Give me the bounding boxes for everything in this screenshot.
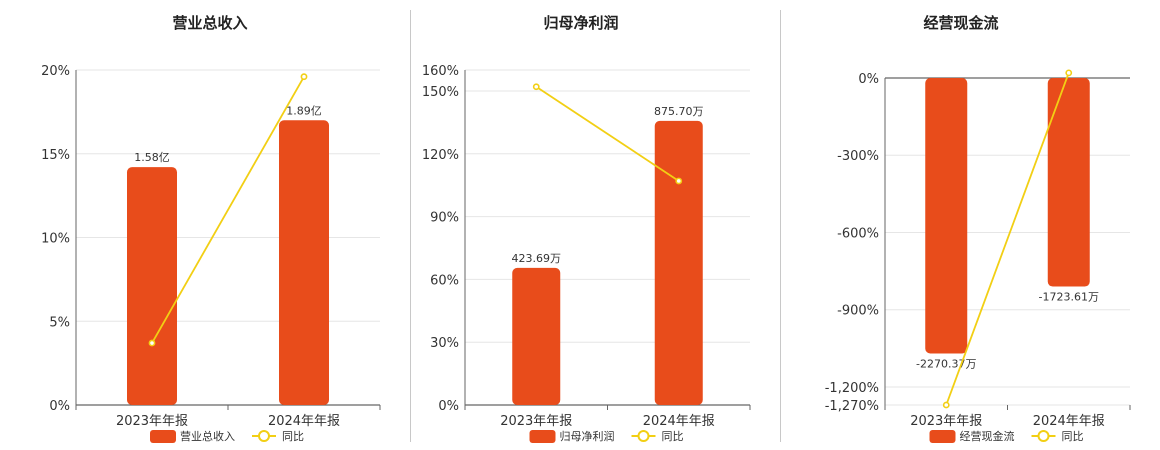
chart-title: 归母净利润 xyxy=(543,14,618,32)
yoy-point-1 xyxy=(942,401,950,409)
bar-2 xyxy=(1047,78,1090,287)
y-tick-label: 150% xyxy=(422,85,459,100)
y-tick-label: -600% xyxy=(837,226,879,241)
yoy-point-2 xyxy=(300,73,308,81)
cash-flow-chart: 经营现金流 0% -300% -600% -900% -1,200% -1,270% -227… xyxy=(825,14,1131,443)
y-tick-label: 10% xyxy=(41,232,70,247)
y-tick-label: 90% xyxy=(430,211,459,226)
y-tick-label: 120% xyxy=(422,148,459,163)
y-tick-label: -1,270% xyxy=(825,399,879,414)
x-category-label: 2024年年报 xyxy=(1033,414,1105,429)
y-tick-label: -900% xyxy=(837,304,879,319)
yoy-point-2 xyxy=(675,177,683,185)
bar-data-label: -2270.37万 xyxy=(916,358,976,371)
y-tick-label: 5% xyxy=(49,315,70,330)
chart-panel-net-profit: 归母净利润 0% 30% 60% 90% 120% 150% 160% 423.69万 875.7… xyxy=(411,0,781,450)
yoy-line xyxy=(151,76,305,344)
y-tick-label: 15% xyxy=(41,148,70,163)
chart-title: 经营现金流 xyxy=(923,14,998,32)
legend-bar-label: 经营现金流 xyxy=(960,429,1015,443)
legend-line-label: 同比 xyxy=(1062,430,1084,443)
legend-line-marker xyxy=(637,430,650,442)
y-tick-label: 0% xyxy=(49,399,70,414)
legend-bar-label: 营业总收入 xyxy=(180,429,235,443)
yoy-line xyxy=(945,72,1070,406)
chart-panel-revenue: 营业总收入 0% 5% 10% 15% 20% 1.58亿 1.89亿 2023年年报 2024年… xyxy=(0,0,410,450)
legend-bar-label: 归母净利润 xyxy=(560,429,615,443)
chart-title: 营业总收入 xyxy=(172,14,247,32)
legend-bar-swatch xyxy=(929,430,956,443)
x-category-label: 2024年年报 xyxy=(643,414,715,429)
panel-divider xyxy=(780,10,781,442)
bar-1 xyxy=(512,267,561,405)
legend-bar-swatch xyxy=(150,430,176,443)
y-tick-label: 160% xyxy=(422,64,459,79)
yoy-point-1 xyxy=(148,339,156,347)
net-profit-chart: 归母净利润 0% 30% 60% 90% 120% 150% 160% 423.69万 875.7… xyxy=(422,14,751,443)
bar-data-label: 423.69万 xyxy=(512,252,562,265)
x-category-label: 2023年年报 xyxy=(910,414,982,429)
bar-data-label: 875.70万 xyxy=(654,105,704,118)
panel-divider xyxy=(410,10,411,442)
y-tick-label: 0% xyxy=(438,399,459,414)
bar-1 xyxy=(925,78,968,354)
yoy-line xyxy=(535,85,680,182)
legend-line-marker xyxy=(1037,430,1050,442)
bar-2 xyxy=(279,120,329,405)
bar-data-label: -1723.61万 xyxy=(1039,291,1099,304)
chart-panel-cash-flow: 经营现金流 0% -300% -600% -900% -1,200% -1,270% -227… xyxy=(781,0,1160,450)
y-tick-label: 60% xyxy=(430,273,459,288)
yoy-point-2 xyxy=(1065,69,1073,77)
legend-bar-swatch xyxy=(529,430,556,443)
legend-line-label: 同比 xyxy=(282,430,304,443)
revenue-chart: 营业总收入 0% 5% 10% 15% 20% 1.58亿 1.89亿 2023年年报 2024年… xyxy=(41,14,381,443)
bar-2 xyxy=(654,120,703,406)
x-category-label: 2024年年报 xyxy=(268,414,340,429)
y-tick-label: -300% xyxy=(837,149,879,164)
bar-data-label: 1.58亿 xyxy=(134,151,170,164)
bar-1 xyxy=(127,167,177,405)
y-tick-label: 20% xyxy=(41,64,70,79)
y-tick-label: -1,200% xyxy=(825,381,879,396)
legend-line-label: 同比 xyxy=(662,430,684,443)
legend-line-marker xyxy=(258,430,270,442)
y-tick-label: 30% xyxy=(430,336,459,351)
bar-data-label: 1.89亿 xyxy=(286,104,322,117)
y-tick-label: 0% xyxy=(858,72,879,87)
x-category-label: 2023年年报 xyxy=(116,414,188,429)
x-category-label: 2023年年报 xyxy=(500,414,572,429)
yoy-point-1 xyxy=(532,83,540,91)
